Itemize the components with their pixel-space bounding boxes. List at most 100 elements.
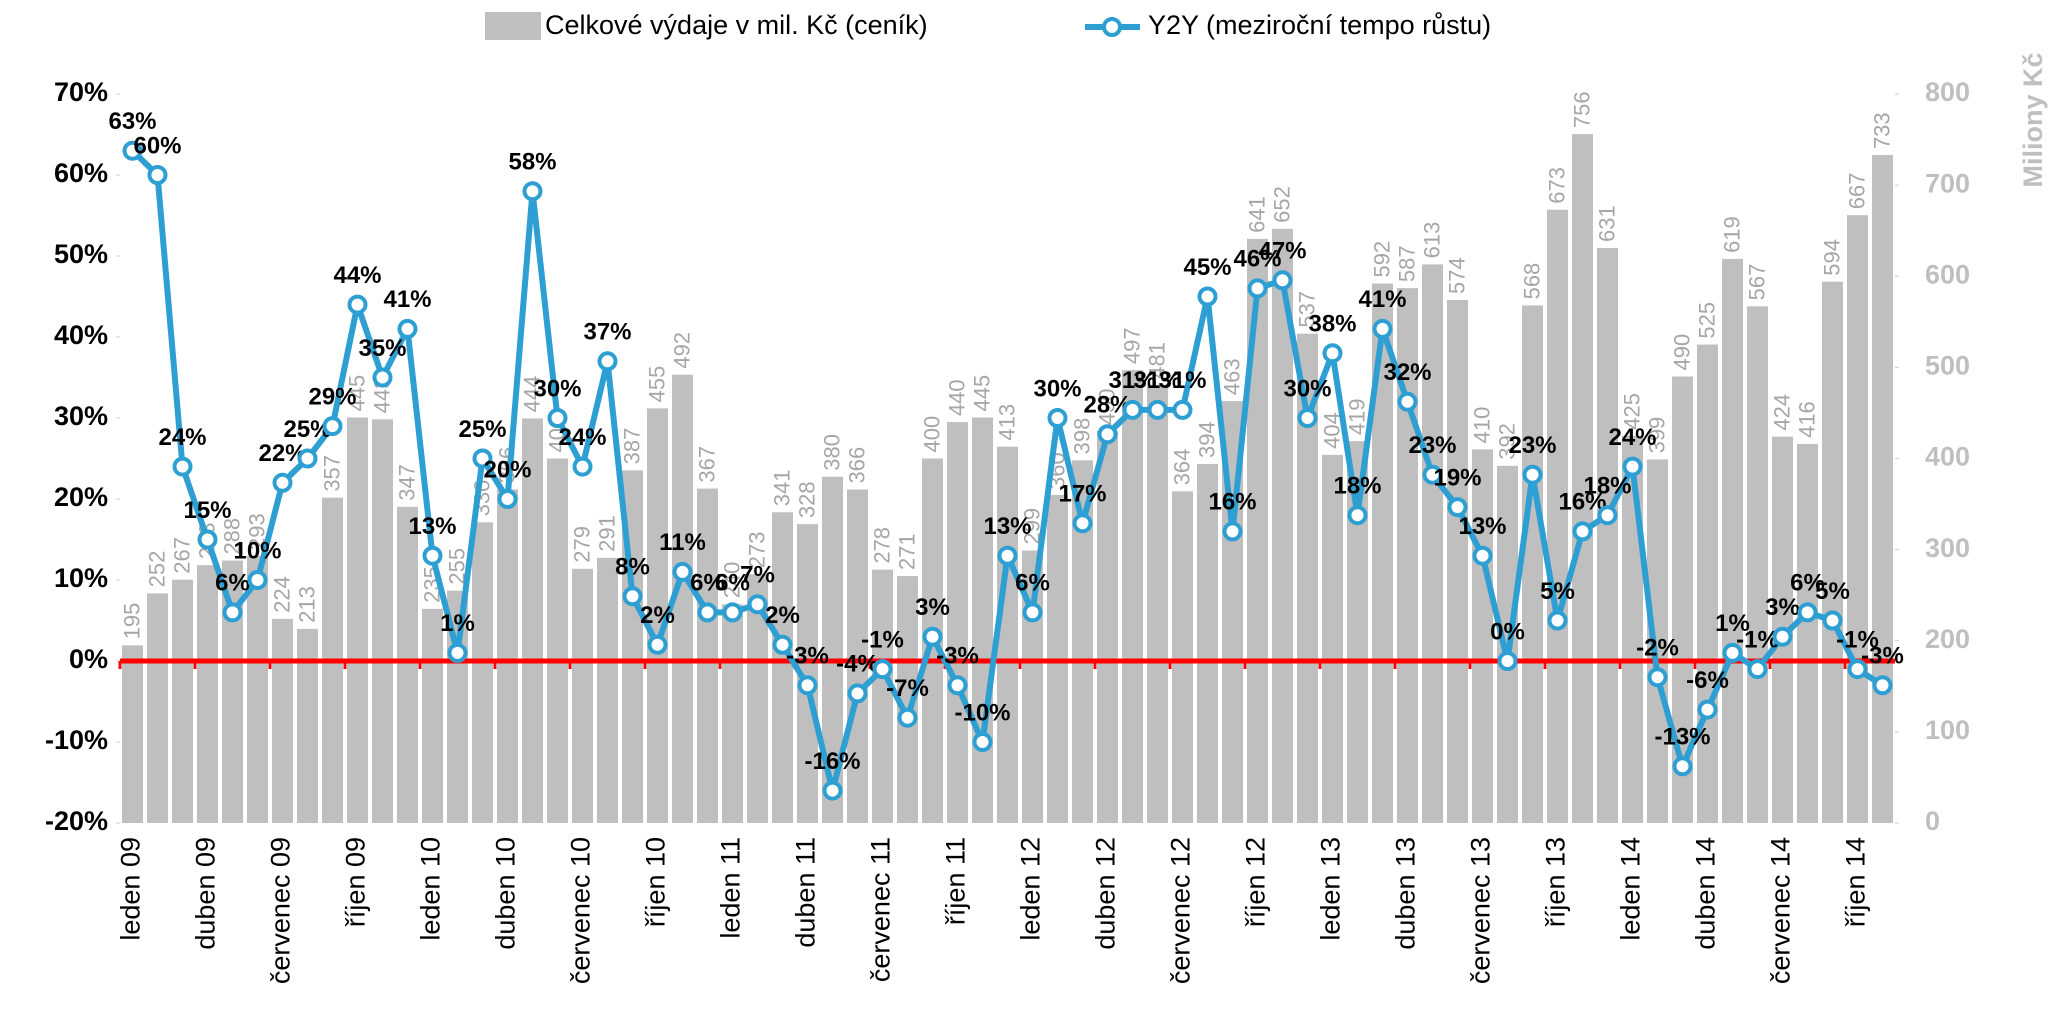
x-tick-label: leden 12 — [1016, 837, 1046, 941]
y2y-label: 7% — [740, 562, 775, 589]
y2y-marker — [1722, 642, 1743, 663]
x-tick-label: leden 14 — [1616, 837, 1646, 941]
y2y-marker — [497, 489, 518, 509]
bar-label: 430 — [1094, 388, 1119, 425]
bar-label: 463 — [1219, 358, 1244, 395]
y2-tick-label: 300 — [1925, 533, 1970, 563]
y2y-label: -6% — [1686, 667, 1729, 694]
y2y-label: 6% — [1015, 570, 1050, 597]
bar — [1147, 384, 1168, 823]
y2y-label: 31% — [1133, 367, 1181, 394]
y2y-marker — [172, 456, 193, 477]
y2y-marker — [1647, 667, 1668, 688]
x-tick-label: duben 13 — [1391, 837, 1421, 950]
y2y-label: -16% — [804, 748, 860, 775]
bar-label: 445 — [344, 375, 369, 412]
y2y-label: -1% — [1836, 626, 1879, 653]
bar — [1672, 376, 1693, 823]
y-tick-label: 10% — [54, 563, 108, 593]
bar-label: 733 — [1869, 112, 1894, 149]
y2y-marker — [322, 416, 343, 437]
bar — [1597, 248, 1618, 824]
y2y-label: 3% — [915, 594, 950, 621]
y2y-label: 41% — [1358, 286, 1406, 313]
bar — [522, 418, 543, 823]
y2y-marker — [722, 602, 743, 623]
bar-label: 424 — [1769, 394, 1794, 431]
bar-label: 224 — [269, 576, 294, 613]
bar — [122, 645, 143, 823]
y2y-label: 30% — [533, 375, 581, 402]
bar-label: 387 — [619, 428, 644, 465]
bar — [1847, 215, 1868, 824]
y2y-label: 5% — [1540, 578, 1575, 605]
y2y-marker — [947, 675, 968, 696]
bar — [1347, 441, 1368, 823]
y2y-marker — [1322, 343, 1343, 364]
bar-label: 347 — [394, 464, 419, 501]
y2y-marker — [1447, 497, 1468, 518]
y2y-marker — [1122, 399, 1143, 420]
bar — [1522, 305, 1543, 823]
y2y-marker — [1797, 602, 1818, 623]
x-tick-label: duben 10 — [491, 837, 521, 950]
y2y-marker — [1847, 659, 1868, 680]
y2y-marker — [597, 351, 618, 372]
y2y-label: 47% — [1258, 238, 1306, 265]
y2y-label: 19% — [1433, 464, 1481, 491]
x-tick-label: červenec 10 — [566, 837, 596, 984]
bar-label: 416 — [1794, 401, 1819, 438]
bar-label: 619 — [1719, 216, 1744, 253]
y2y-marker — [297, 448, 318, 469]
y2y-label: -10% — [954, 699, 1010, 726]
y2-tick-label: 0 — [1925, 806, 1940, 836]
bar-label: 537 — [1294, 291, 1319, 328]
bar-label: 413 — [994, 404, 1019, 441]
y2y-label: 31% — [1108, 367, 1156, 394]
bar-label: 641 — [1244, 196, 1269, 233]
x-tick-label: říjen 10 — [641, 837, 671, 927]
y2y-marker — [1097, 424, 1118, 445]
y2-axis-title: Miliony Kč — [2018, 52, 2048, 187]
bar — [997, 446, 1018, 823]
y2y-marker — [847, 683, 868, 704]
bar-label: 425 — [1619, 393, 1644, 430]
bar-label: 673 — [1544, 167, 1569, 204]
bar — [547, 458, 568, 823]
y2y-marker — [222, 602, 243, 623]
bar-label: 455 — [644, 366, 669, 403]
x-tick-label: duben 14 — [1691, 837, 1721, 950]
legend-label: Celkové výdaje v mil. Kč (ceník) — [545, 10, 928, 40]
bar-label: 364 — [1169, 449, 1194, 486]
legend-label: Y2Y (meziroční tempo růstu) — [1148, 10, 1491, 40]
x-tick-label: říjen 13 — [1541, 837, 1571, 927]
bar-label: 328 — [794, 481, 819, 518]
y2y-label: 2% — [765, 602, 800, 629]
bar — [747, 574, 768, 823]
y2y-label: 6% — [715, 570, 750, 597]
bar — [1822, 281, 1843, 823]
x-tick-label: duben 09 — [191, 837, 221, 950]
x-tick-label: červenec 14 — [1766, 837, 1796, 984]
bar-label: 392 — [1494, 423, 1519, 460]
y2y-marker — [147, 165, 168, 185]
y-tick-label: -20% — [45, 806, 108, 836]
bar — [1197, 463, 1218, 823]
y2y-label: 13% — [1458, 513, 1506, 540]
y2y-label: 25% — [458, 416, 506, 443]
y2y-label: 24% — [1608, 424, 1656, 451]
bar — [1372, 283, 1393, 823]
y2y-marker — [1522, 464, 1543, 485]
x-tick-label: leden 09 — [116, 837, 146, 941]
y2y-marker — [1822, 610, 1843, 631]
y2y-marker — [122, 140, 143, 161]
y2y-label: 1% — [1715, 610, 1750, 637]
bar — [147, 593, 168, 823]
y2y-marker — [697, 602, 718, 623]
y2y-label: 8% — [615, 554, 650, 581]
y2y-marker — [1597, 505, 1618, 526]
bar — [247, 556, 268, 823]
y2y-label: 23% — [1508, 432, 1556, 459]
y2y-label: -1% — [1736, 626, 1779, 653]
bar — [1872, 155, 1893, 823]
